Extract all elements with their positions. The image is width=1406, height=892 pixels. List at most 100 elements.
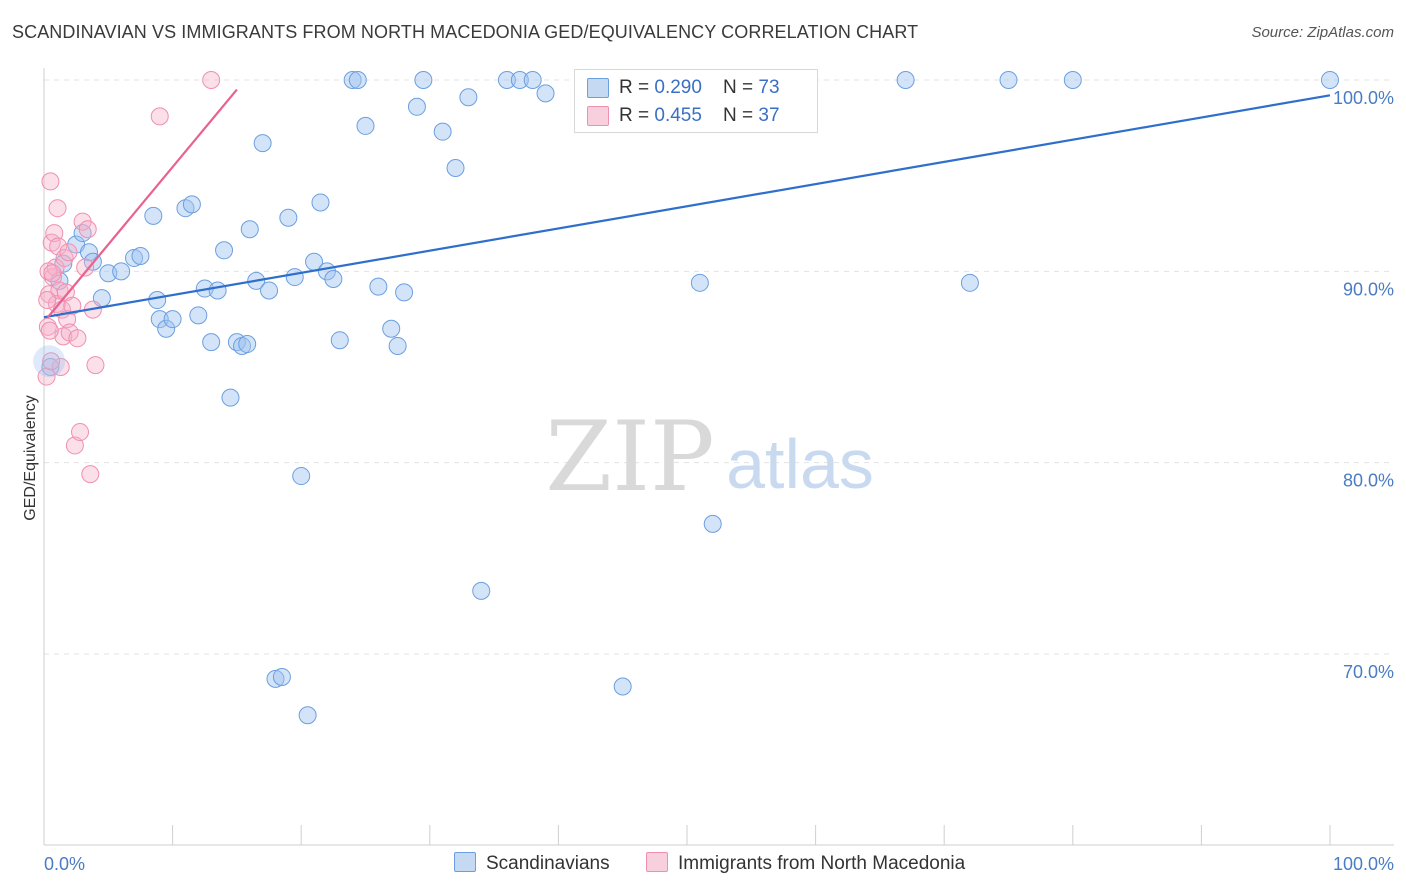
macedonia-point: [38, 291, 57, 310]
scandinavian-point: [285, 268, 304, 287]
scandinavian-point: [298, 706, 317, 725]
legend-swatch-pink: [587, 106, 609, 126]
x-tick-label-min: 0.0%: [44, 854, 85, 874]
scandinavian-point: [202, 333, 221, 352]
scandinavian-point: [215, 241, 234, 260]
scandinavian-point: [41, 358, 60, 376]
scandinavian-point: [311, 193, 330, 212]
scandinavian-point: [523, 71, 542, 89]
scandinavian-point: [148, 291, 167, 310]
macedonia-point: [40, 321, 59, 340]
macedonia-point: [51, 358, 70, 376]
macedonia-point: [86, 356, 105, 375]
scandinavian-point: [125, 248, 144, 267]
source-label: Source: ZipAtlas.com: [1251, 24, 1394, 41]
chart-title: SCANDINAVIAN VS IMMIGRANTS FROM NORTH MA…: [12, 22, 919, 42]
bottom-legend-swatch-pink: [646, 852, 668, 872]
scandinavian-point: [144, 206, 163, 225]
scandinavian-point: [960, 273, 979, 292]
macedonia-point: [68, 329, 87, 348]
macedonia-point: [59, 243, 78, 262]
macedonia-point: [48, 199, 67, 218]
scandinavian-point: [613, 677, 632, 696]
legend-r-label: R =: [619, 105, 655, 126]
macedonia-point: [202, 71, 221, 89]
trend-lines: [43, 88, 1331, 319]
scandinavian-point: [348, 71, 367, 89]
scandinavian-point: [266, 669, 285, 688]
scandinavian-point: [221, 388, 240, 407]
scandinavian-cluster-point: [33, 345, 66, 378]
scandinavian-point: [272, 667, 291, 686]
macedonia-point: [150, 107, 169, 126]
macedonia-point: [81, 465, 100, 484]
y-tick-label: 70.0%: [1343, 662, 1394, 682]
bottom-legend-swatch-blue: [454, 852, 476, 872]
correlation-legend: R = 0.290 N = 73 R = 0.455 N = 37: [574, 69, 818, 133]
legend-swatch-blue: [587, 78, 609, 98]
legend-n-label: N =: [723, 77, 759, 98]
scandinavian-point: [536, 84, 555, 103]
bottom-legend-scandinavians: Scandinavians: [454, 852, 610, 875]
scandinavian-point: [999, 71, 1018, 89]
macedonia-point: [41, 172, 60, 191]
y-tick-label: 90.0%: [1343, 279, 1394, 299]
legend-r-value: 0.290: [654, 77, 702, 98]
scandinavian-point: [433, 122, 452, 141]
macedonia-point: [42, 352, 61, 371]
scandinavian-point: [690, 273, 709, 292]
y-tick-label: 80.0%: [1343, 471, 1394, 491]
scandinavian-point: [182, 195, 201, 214]
macedonia-point: [49, 237, 68, 256]
legend-r-label: R =: [619, 77, 655, 98]
scandinavian-point: [510, 71, 529, 89]
macedonia-point: [76, 258, 95, 277]
legend-n-value: 73: [758, 77, 780, 98]
scandinavian-point: [208, 281, 227, 300]
scandinavian-point: [896, 71, 915, 89]
legend-n-value: 37: [758, 105, 780, 126]
scandinavian-trend-line: [43, 94, 1331, 319]
scandinavian-point: [163, 310, 182, 329]
macedonia-point: [43, 264, 62, 283]
scandinavian-point: [1321, 71, 1339, 89]
scandinavian-point: [472, 581, 491, 600]
bottom-legend-macedonia: Immigrants from North Macedonia: [646, 852, 965, 875]
scandinavian-point: [131, 247, 150, 266]
scandinavian-point: [395, 283, 414, 302]
scandinavian-point: [279, 208, 298, 227]
macedonia-point: [63, 296, 82, 315]
legend-n-label: N =: [723, 105, 759, 126]
scandinavian-point: [80, 243, 99, 262]
scandinavian-point: [382, 319, 401, 338]
macedonia-point: [71, 423, 90, 442]
bottom-legend-label: Scandinavians: [486, 853, 610, 874]
scandinavian-point: [292, 467, 311, 486]
scandinavian-point: [343, 71, 362, 89]
legend-r-value: 0.455: [654, 105, 702, 126]
scandinavian-point: [497, 71, 516, 89]
scandinavian-point: [240, 220, 259, 239]
y-tick-labels: 100.0% 90.0% 80.0% 70.0%: [1333, 88, 1394, 682]
scandinavian-point: [150, 310, 169, 329]
bottom-legend-label: Immigrants from North Macedonia: [678, 853, 966, 874]
watermark-zip: ZIP: [545, 401, 714, 513]
gridlines: [44, 79, 1394, 655]
scandinavian-point: [189, 306, 208, 325]
scandinavian-point: [703, 514, 722, 533]
macedonia-point: [45, 224, 64, 243]
scandinavian-point: [330, 331, 349, 350]
data-points: [33, 71, 1339, 725]
scandinavian-point: [238, 335, 257, 354]
scandinavian-point: [414, 71, 433, 89]
scandinavian-point: [407, 97, 426, 116]
macedonia-point: [65, 436, 84, 455]
scandinavian-point: [446, 159, 465, 178]
watermark-atlas: atlas: [726, 425, 874, 503]
scandinavian-point: [260, 281, 279, 300]
scandinavian-point: [1063, 71, 1082, 89]
scandinavian-point: [388, 336, 407, 355]
macedonia-trend-line: [47, 88, 238, 318]
watermark: ZIP atlas: [545, 401, 874, 513]
